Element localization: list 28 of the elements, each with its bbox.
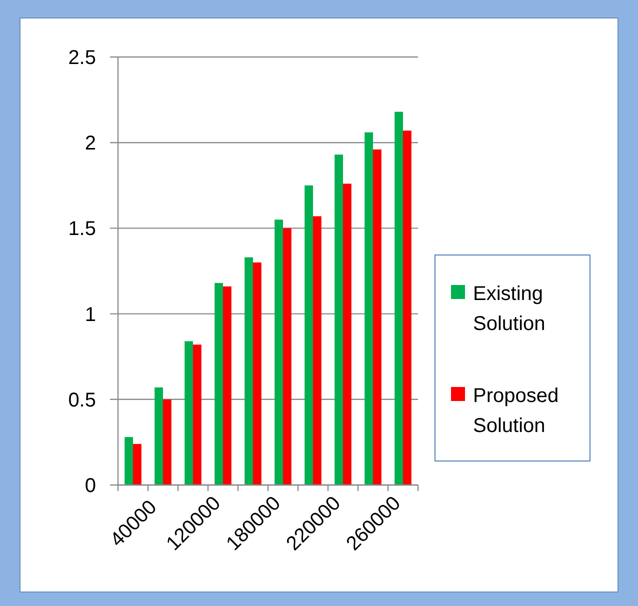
bar	[274, 220, 283, 485]
bar	[364, 132, 373, 485]
bar	[154, 387, 163, 485]
bar	[133, 444, 142, 485]
y-tick-label: 1.5	[68, 218, 96, 240]
y-tick-label: 0.5	[68, 389, 96, 412]
y-tick-label: 2.5	[68, 47, 96, 69]
bar	[253, 262, 262, 485]
bar	[163, 399, 172, 485]
bar	[373, 149, 382, 485]
bar	[184, 341, 193, 485]
bar	[244, 257, 253, 485]
legend-label: Proposed Solution	[473, 385, 559, 437]
y-tick-label: 1	[84, 304, 96, 326]
bar	[394, 112, 403, 485]
bar	[124, 437, 133, 485]
bar	[313, 216, 322, 485]
bar	[214, 282, 223, 485]
bar	[343, 184, 352, 485]
y-tick-label: 0	[84, 475, 96, 497]
bar	[334, 154, 343, 485]
bar	[193, 344, 202, 485]
bar	[283, 228, 292, 485]
bar	[223, 286, 232, 485]
bar	[304, 185, 313, 485]
bar	[403, 130, 412, 485]
legend-label: Existing Solution	[473, 283, 546, 335]
y-tick-label: 2	[84, 132, 96, 155]
